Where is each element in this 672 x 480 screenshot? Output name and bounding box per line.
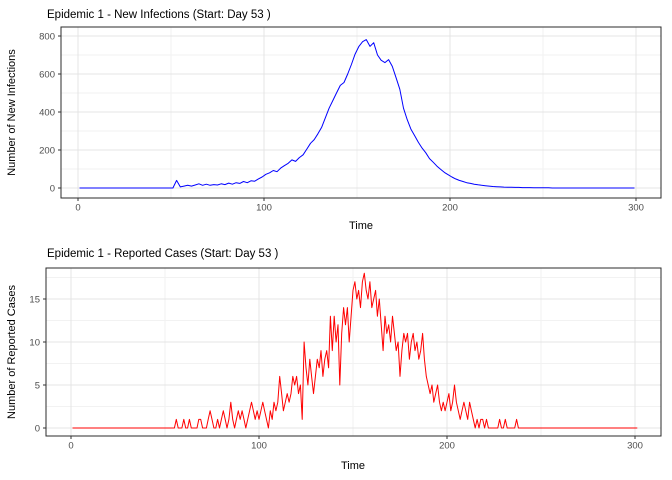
y-tick-label: 400 bbox=[39, 107, 55, 118]
new-infections-plot-svg: 0 100 200 300 0 200 400 600 800 Epidemic 1 - New… bbox=[6, 9, 662, 232]
x-axis-title: Time bbox=[341, 460, 365, 472]
y-tick-label: 10 bbox=[29, 337, 40, 348]
x-tick-label: 300 bbox=[627, 441, 643, 452]
chart-title: Epidemic 1 - Reported Cases (Start: Day … bbox=[47, 248, 279, 260]
y-tick-label: 800 bbox=[39, 31, 55, 42]
chart-reported-cases: 0 100 200 300 0 5 10 15 Epidemic 1 - Reported C… bbox=[0, 240, 672, 480]
y-tick-label: 0 bbox=[35, 423, 40, 434]
new-infections-plot-area: 0 100 200 300 0 200 400 600 800 bbox=[39, 26, 662, 214]
reported-cases-plot-svg: 0 100 200 300 0 5 10 15 Epidemic 1 - Reported C… bbox=[6, 248, 662, 472]
x-axis-title: Time bbox=[349, 220, 373, 232]
x-tick-label: 0 bbox=[68, 441, 73, 452]
y-tick-label: 200 bbox=[39, 145, 55, 156]
y-axis-title: Number of Reported Cases bbox=[6, 285, 18, 419]
x-tick-label: 200 bbox=[439, 441, 455, 452]
y-tick-label: 0 bbox=[50, 183, 55, 194]
panel-border bbox=[45, 267, 662, 437]
x-tick-label: 0 bbox=[75, 203, 80, 214]
x-tick-label: 300 bbox=[628, 203, 644, 214]
x-tick-label: 100 bbox=[256, 203, 272, 214]
chart-title: Epidemic 1 - New Infections (Start: Day … bbox=[47, 9, 271, 21]
reported-cases-plot-area: 0 100 200 300 0 5 10 15 bbox=[29, 267, 662, 452]
series-line bbox=[72, 272, 638, 429]
series-line bbox=[79, 39, 635, 189]
y-tick-label: 600 bbox=[39, 69, 55, 80]
x-tick-label: 100 bbox=[251, 441, 267, 452]
x-tick-label: 200 bbox=[442, 203, 458, 214]
chart-new-infections: 0 100 200 300 0 200 400 600 800 Epidemic 1 - New… bbox=[6, 9, 662, 232]
y-tick-label: 5 bbox=[35, 380, 40, 391]
y-tick-label: 15 bbox=[29, 294, 40, 305]
y-axis-title: Number of New Infections bbox=[6, 49, 18, 176]
